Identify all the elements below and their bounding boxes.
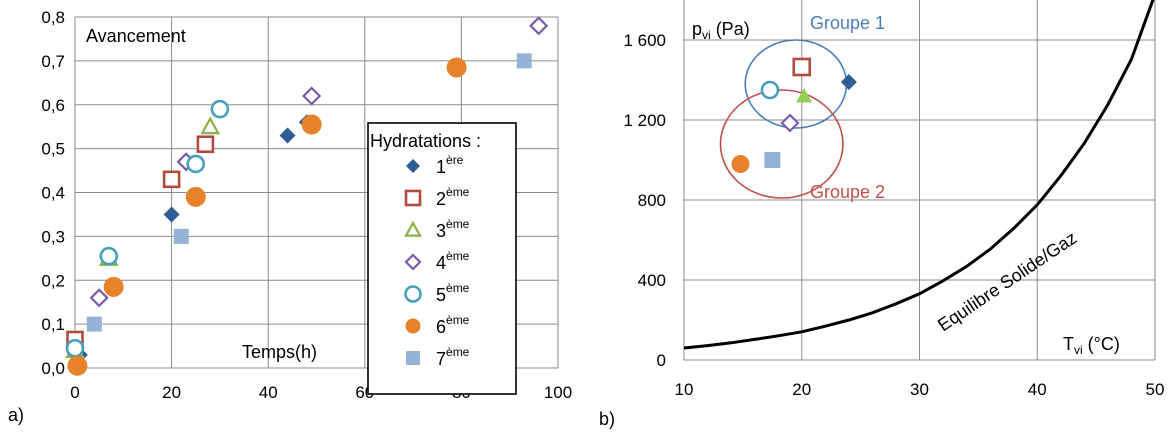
legend-marker-4 (404, 253, 422, 271)
left-x-axis-label: Temps(h) (242, 342, 317, 362)
data-point-series-6 (103, 276, 124, 297)
y-tick-label: 0,0 (41, 359, 65, 378)
right-tick-labels: 0 400 800 1 200 1 600 10 20 30 40 50 (623, 31, 1164, 399)
y-tick-label: 0,1 (41, 315, 65, 334)
data-point-series-2 (162, 170, 181, 189)
legend-marker-7 (406, 351, 420, 365)
legend-label-6: 6ème (436, 313, 470, 337)
group-point-4 (780, 113, 800, 133)
y-tick-label: 0,2 (41, 271, 65, 290)
right-y-axis-label: pvi (Pa) (692, 19, 750, 42)
legend-label-2: 2ème (436, 185, 470, 209)
x-tick-label: 20 (792, 380, 811, 399)
y-tick-label: 1 200 (623, 111, 666, 130)
group-2-label: Groupe 2 (810, 182, 885, 202)
data-point-series-5 (186, 154, 206, 174)
legend-marker-1 (406, 159, 420, 173)
x-tick-label: 100 (544, 383, 572, 402)
data-point-series-4 (302, 86, 322, 106)
y-tick-label: 0,3 (41, 227, 65, 246)
y-tick-label: 400 (638, 271, 666, 290)
x-tick-label: 10 (675, 380, 694, 399)
data-point-series-7 (516, 53, 532, 69)
data-point-series-4 (89, 288, 109, 308)
group-ellipse-2 (719, 89, 844, 199)
y-tick-label: 0,6 (41, 96, 65, 115)
x-tick-label: 0 (70, 383, 79, 402)
group-1-label: Groupe 1 (810, 13, 885, 33)
left-chart-title: Avancement (86, 26, 186, 46)
y-tick-label: 0 (657, 351, 666, 370)
group-ellipses: Groupe 1 Groupe 2 (719, 13, 885, 202)
group-ellipse-1 (744, 39, 848, 129)
right-data-points (731, 57, 857, 173)
legend-label-4: 4ème (436, 249, 470, 273)
group-point-3 (796, 88, 813, 103)
left-data-points (65, 16, 549, 376)
group-point-2 (792, 57, 812, 77)
x-tick-label: 40 (1028, 380, 1047, 399)
x-tick-label: 20 (162, 383, 181, 402)
y-tick-label: 1 600 (623, 31, 666, 50)
legend-box (367, 122, 517, 395)
x-tick-label: 30 (910, 380, 929, 399)
data-point-series-6 (67, 355, 88, 376)
legend-label-5: 5ème (436, 281, 470, 305)
right-x-axis-label: Tvi (°C) (1063, 334, 1120, 357)
panel-tag-b: b) (599, 409, 615, 429)
data-point-series-6 (446, 57, 467, 78)
group-point-6 (731, 155, 750, 173)
data-point-series-5 (65, 338, 85, 358)
legend-marker-6 (405, 318, 421, 334)
data-point-series-4 (529, 16, 549, 36)
legend-marker-3 (404, 220, 422, 237)
right-chart: 0 400 800 1 200 1 600 10 20 30 40 50 Equilibre So… (599, 0, 1164, 429)
data-point-series-5 (99, 246, 119, 266)
legend-marker-2 (404, 189, 422, 207)
group-point-5 (760, 80, 780, 100)
curve-label: Equilibre Solide/Gaz (934, 228, 1080, 336)
legend-label-7: 7ème (436, 345, 470, 369)
data-point-series-2 (196, 135, 215, 154)
legend: Hydratations : 1ère 2ème 3ème 4ème 5ème 6ème 7… (367, 122, 517, 395)
x-tick-label: 40 (259, 383, 278, 402)
y-tick-label: 0,7 (41, 52, 65, 71)
left-chart: 0,00,10,20,30,40,50,60,70,8020406080100 … (8, 8, 572, 425)
data-point-series-7 (173, 228, 189, 244)
left-tick-labels: 0,00,10,20,30,40,50,60,70,8020406080100 (41, 8, 572, 402)
data-point-series-1 (279, 127, 296, 144)
data-point-series-5 (210, 99, 230, 119)
data-point-series-1 (163, 206, 180, 223)
group-point-1 (840, 74, 857, 90)
panel-tag-a: a) (8, 405, 24, 425)
data-point-series-7 (86, 316, 102, 332)
data-point-series-6 (185, 186, 206, 207)
right-gridlines (683, 0, 1156, 361)
data-point-series-6 (301, 114, 322, 135)
legend-title: Hydratations : (370, 131, 481, 151)
legend-marker-5 (404, 285, 422, 303)
legend-label-1: 1ère (436, 153, 464, 177)
x-tick-label: 50 (1146, 380, 1165, 399)
y-tick-label: 0,8 (41, 8, 65, 27)
equilibrium-curve (683, 0, 1155, 350)
y-tick-label: 800 (638, 191, 666, 210)
legend-label-3: 3ème (436, 217, 470, 241)
y-tick-label: 0,5 (41, 140, 65, 159)
data-point-series-3 (200, 116, 221, 135)
y-tick-label: 0,4 (41, 184, 65, 203)
group-point-7 (764, 152, 781, 168)
